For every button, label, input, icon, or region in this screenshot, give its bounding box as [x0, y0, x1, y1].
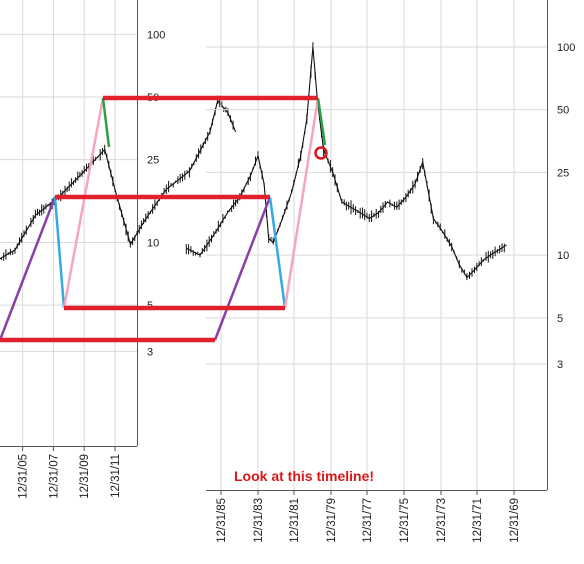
right-price-series — [185, 42, 507, 281]
left-grid — [0, 0, 138, 451]
y-tick-label: 3 — [147, 346, 153, 358]
left-x-axis: 12/31/05 12/31/07 12/31/09 12/31/11 — [18, 454, 122, 499]
rally-trendline — [62, 97, 105, 309]
annotation-text: Look at this timeline! — [234, 468, 374, 484]
x-tick-label: 12/31/69 — [509, 498, 521, 543]
x-tick-label: 12/31/73 — [436, 498, 448, 543]
top-trendline — [101, 97, 111, 148]
price-line — [186, 46, 507, 279]
y-tick-label: 10 — [557, 250, 569, 262]
x-tick-label: 12/31/75 — [399, 498, 411, 543]
x-tick-label: 12/31/83 — [253, 498, 265, 543]
drop-trendline — [53, 196, 66, 309]
y-tick-label: 10 — [147, 238, 159, 250]
level-lines — [0, 95, 318, 343]
left-trend-lines — [0, 97, 111, 341]
right-trend-lines — [213, 97, 327, 341]
y-tick-label: 5 — [557, 313, 563, 325]
y-tick-label: 100 — [557, 42, 575, 54]
highlight-circle — [314, 146, 328, 160]
right-x-axis: 12/31/85 12/31/83 12/31/81 12/31/79 12/31/77… — [216, 498, 521, 543]
y-tick-label: 100 — [147, 29, 165, 41]
rise-trendline — [213, 196, 272, 341]
x-tick-label: 12/31/71 — [472, 498, 484, 543]
rise-trendline — [0, 196, 57, 341]
price-line — [0, 99, 237, 260]
y-tick-label: 50 — [557, 105, 569, 117]
x-tick-label: 12/31/79 — [326, 498, 338, 543]
left-price-series — [0, 95, 237, 261]
x-tick-label: 12/31/85 — [216, 498, 228, 543]
top-trendline — [316, 97, 327, 146]
rally-trendline — [283, 97, 320, 309]
drop-trendline — [268, 196, 287, 309]
x-tick-label: 12/31/77 — [362, 498, 374, 543]
x-tick-label: 12/31/05 — [18, 454, 30, 499]
x-tick-label: 12/31/07 — [48, 454, 60, 499]
y-tick-label: 25 — [147, 155, 159, 167]
x-tick-label: 12/31/81 — [289, 498, 301, 543]
right-y-axis: 3 5 10 25 50 100 — [557, 42, 575, 371]
y-tick-label: 25 — [557, 167, 569, 179]
y-tick-label: 3 — [557, 359, 563, 371]
x-tick-label: 12/31/09 — [79, 454, 91, 499]
x-tick-label: 12/31/11 — [110, 454, 122, 498]
right-grid — [206, 0, 548, 495]
